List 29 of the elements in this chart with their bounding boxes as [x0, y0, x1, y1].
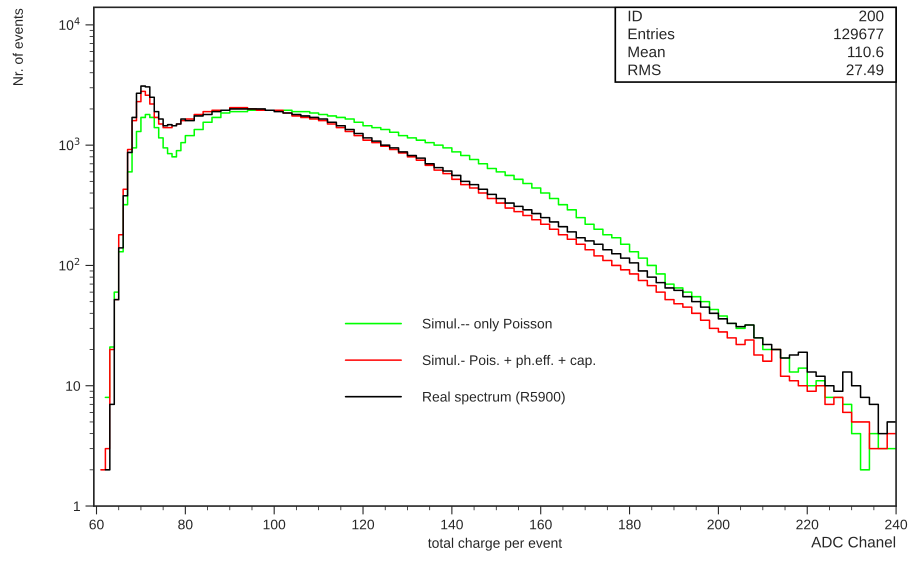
x-tick-label: 240 [885, 520, 908, 530]
annotation: RMS [628, 64, 661, 76]
legend-label: Simul.-- only Poisson [422, 318, 552, 332]
annotation: Entries [628, 28, 674, 40]
y-axis-title: Nr. of events [12, 8, 23, 86]
x-tick-label: 200 [708, 520, 730, 530]
annotation: 129677 [834, 28, 884, 40]
x-tick-label: 180 [619, 520, 641, 530]
x-tick-label: 120 [352, 520, 374, 530]
y-tick-label: 10$^{4}$ [59, 17, 80, 30]
legend-label: Real spectrum (R5900) [423, 391, 565, 404]
y-tick-label: 10$^{2}$ [59, 258, 80, 271]
x-tick-label: 80 [178, 520, 193, 530]
annotation: 110.6 [848, 46, 884, 58]
y-tick-label: 10$^{3}$ [59, 138, 80, 150]
y-tick-label: 1 [74, 502, 80, 512]
x-tick-label: 160 [530, 520, 552, 530]
x-axis-title: total charge per event [428, 538, 562, 551]
legend-label: Simul.- Pois. + ph.eff. + cap. [422, 354, 595, 368]
x-tick-label: 100 [264, 520, 286, 530]
x-tick-label: 140 [441, 520, 463, 530]
y-tick-label: 10 [66, 381, 80, 391]
annotation: 27.49 [846, 64, 884, 76]
annotation: 200 [859, 10, 884, 22]
annotation: ID [628, 10, 642, 22]
x-tick-label: 220 [796, 520, 818, 530]
annotation: Mean [628, 46, 665, 58]
x-tick-label: 60 [89, 520, 104, 530]
text: ADC Chanel [811, 536, 896, 548]
